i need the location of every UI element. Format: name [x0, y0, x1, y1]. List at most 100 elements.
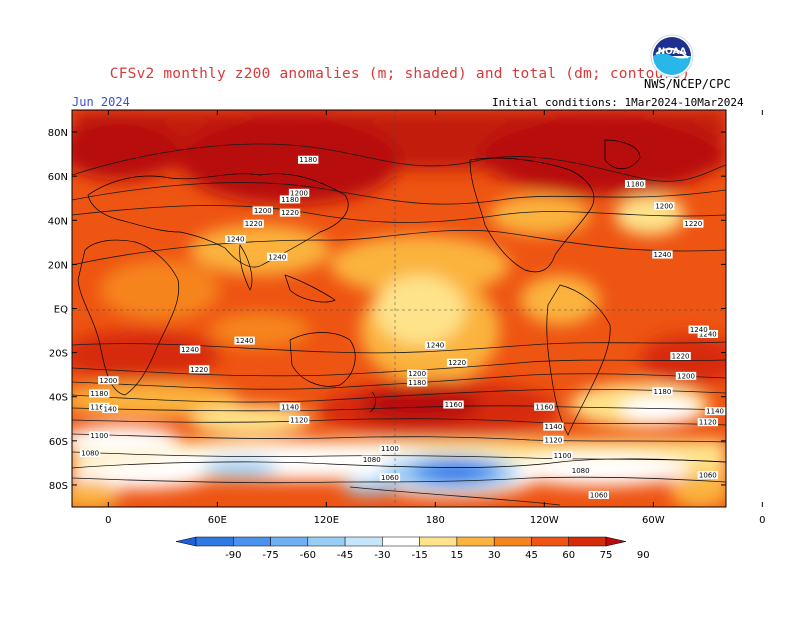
contour-label: 1240: [268, 253, 286, 261]
contour-label-bg: [243, 219, 264, 228]
contour-label-bg: [406, 378, 428, 387]
contour-label: 1200: [408, 370, 426, 378]
contour-label: 1180: [626, 180, 644, 188]
svg-text:NOAA: NOAA: [658, 47, 687, 57]
chart-title: CFSv2 monthly z200 anomalies (m; shaded)…: [109, 66, 691, 82]
contour-label: 1060: [590, 491, 608, 499]
colorbar-label: 30: [488, 550, 501, 561]
contour-labels: 1180120012201240118012001220124011801200…: [79, 155, 726, 499]
contour-label-bg: [688, 325, 709, 334]
contour-label-bg: [624, 179, 646, 188]
contour-label-bg: [697, 329, 719, 338]
contour-label-bg: [652, 387, 673, 396]
contour-label: 1240: [654, 251, 672, 259]
contour-label-bg: [225, 235, 246, 244]
colorbar-label: 60: [562, 550, 575, 561]
lon-tick-label: 180: [426, 515, 445, 526]
noaa-logo-icon: NOAA: [650, 34, 694, 78]
contour-label: 1200: [99, 377, 117, 385]
contour-label: 1080: [572, 467, 590, 475]
contour-label: 1140: [281, 403, 299, 411]
contour-label: 1220: [684, 220, 702, 228]
lat-tick-label: 80N: [48, 128, 68, 139]
contour-label: 1220: [245, 220, 263, 228]
contour-label: 1060: [699, 472, 717, 480]
colorbar: -90 -75 -60 -45 -30 -15 15 30 45 60 75 90: [175, 536, 650, 561]
colorbar-label: 45: [525, 550, 538, 561]
contour-label: 1100: [381, 445, 399, 453]
colorbar-swatch: [344, 536, 383, 547]
contour-label: 1200: [655, 203, 673, 211]
colorbar-label: 90: [637, 550, 650, 561]
colorbar-swatch: [270, 536, 309, 547]
contour-label-bg: [279, 402, 301, 411]
contour-label-bg: [379, 444, 401, 453]
colorbar-swatch: [493, 536, 532, 547]
contour-label-bg: [425, 340, 446, 349]
contour-label-bg: [252, 206, 273, 215]
agency-label: NWS/NCEP/CPC: [644, 77, 731, 91]
contour-label-bg: [704, 407, 726, 416]
grid-lines: [72, 110, 726, 507]
lon-tick-label: 60E: [208, 515, 227, 526]
contour-label: 1060: [381, 474, 399, 482]
contour-label: 1100: [90, 432, 108, 440]
lat-tick-label: 80S: [49, 481, 68, 492]
colorbar-swatch: [382, 536, 420, 547]
contour-label: 1160: [445, 401, 463, 409]
contour-label: 1100: [554, 452, 572, 460]
contour-label: 1080: [81, 450, 99, 458]
contour-label-bg: [443, 400, 464, 409]
contour-label-bg: [89, 431, 110, 440]
contour-label-bg: [279, 208, 301, 217]
contour-label-bg: [89, 389, 110, 398]
lat-tick-label: 40S: [49, 393, 68, 404]
contour-label-bg: [288, 188, 310, 197]
contour-label-bg: [234, 336, 255, 345]
contour-label: 1240: [227, 236, 245, 244]
contour-label-bg: [697, 418, 719, 427]
lon-tick-label: 120W: [530, 515, 559, 526]
contour-label: 1220: [672, 353, 690, 361]
coastlines: [72, 139, 726, 469]
contour-label: 1200: [290, 189, 308, 197]
contour-label: 1140: [706, 408, 724, 416]
colorbar-swatch: [419, 536, 458, 547]
lon-tick-label: 60W: [642, 515, 665, 526]
lon-tick-label: 0: [759, 515, 765, 526]
colorbar-swatch: [456, 536, 495, 547]
contour-label: 1180: [408, 379, 426, 387]
contour-label-bg: [534, 402, 555, 411]
contour-label-bg: [179, 345, 201, 354]
colorbar-label: -15: [411, 550, 427, 561]
contour-label-bg: [361, 455, 382, 464]
contour-label: 1160: [90, 403, 108, 411]
forecast-month: Jun 2024: [72, 95, 130, 109]
contour-label: 140: [103, 405, 116, 413]
lon-tick-label: 120E: [314, 515, 339, 526]
initial-conditions: Initial conditions: 1Mar2024-10Mar2024: [492, 96, 744, 109]
lat-tick-label: EQ: [54, 305, 68, 316]
contour-label: 1200: [254, 207, 272, 215]
contour-label: 1200: [677, 372, 695, 380]
contour-label-bg: [654, 202, 675, 211]
contour-label-bg: [297, 155, 319, 164]
contour-label-bg: [543, 422, 564, 431]
lat-tick-label: 20S: [49, 349, 68, 360]
contour-label: 1120: [545, 436, 563, 444]
contour-label-bg: [697, 471, 719, 480]
contour-label-bg: [188, 365, 210, 374]
contour-label: 1240: [690, 326, 708, 334]
colorbar-label: -30: [374, 550, 390, 561]
contour-label-bg: [675, 371, 697, 380]
colorbar-label: -90: [225, 550, 241, 561]
contour-label: 1180: [90, 390, 108, 398]
colorbar-min-arrow: [175, 536, 197, 547]
contour-label-bg: [267, 252, 288, 261]
contour-label-bg: [552, 451, 573, 460]
contour-label-bg: [102, 404, 119, 413]
colorbar-label: -75: [262, 550, 278, 561]
lon-tick-label: 0: [105, 515, 111, 526]
lat-tick-label: 60N: [48, 172, 68, 183]
